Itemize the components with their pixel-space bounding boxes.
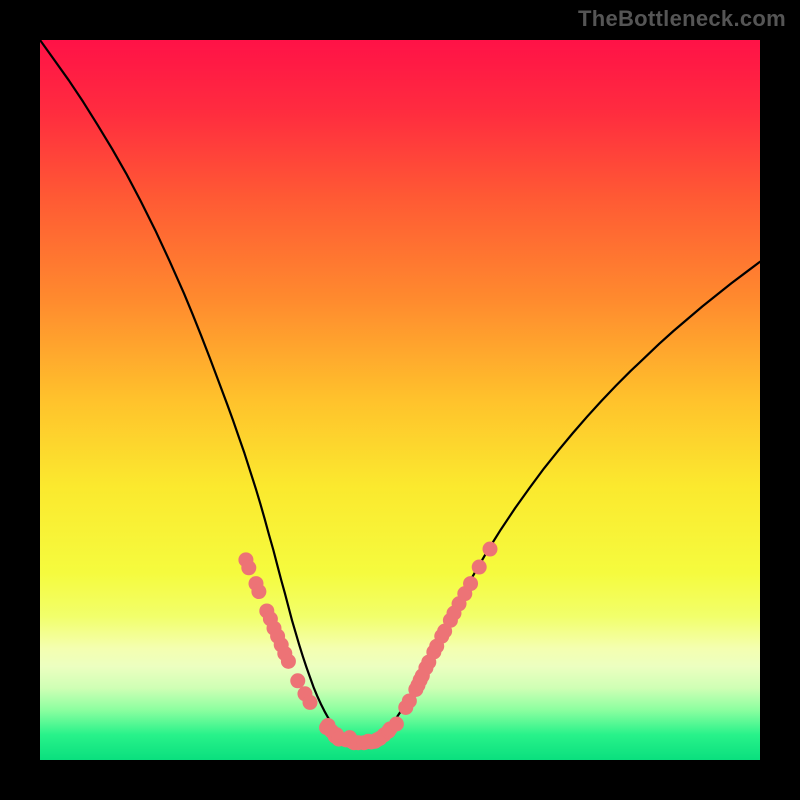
marker-right (483, 542, 498, 557)
watermark-text: TheBottleneck.com (578, 6, 786, 32)
marker-left (290, 673, 305, 688)
gradient-background (40, 40, 760, 760)
marker-right (463, 576, 478, 591)
chart-root: { "watermark": "TheBottleneck.com", "can… (0, 0, 800, 800)
marker-left (281, 654, 296, 669)
marker-left (303, 695, 318, 710)
marker-right (472, 560, 487, 575)
marker-left (251, 584, 266, 599)
chart-svg (0, 0, 800, 800)
marker-bottom (389, 717, 404, 732)
marker-left (241, 560, 256, 575)
